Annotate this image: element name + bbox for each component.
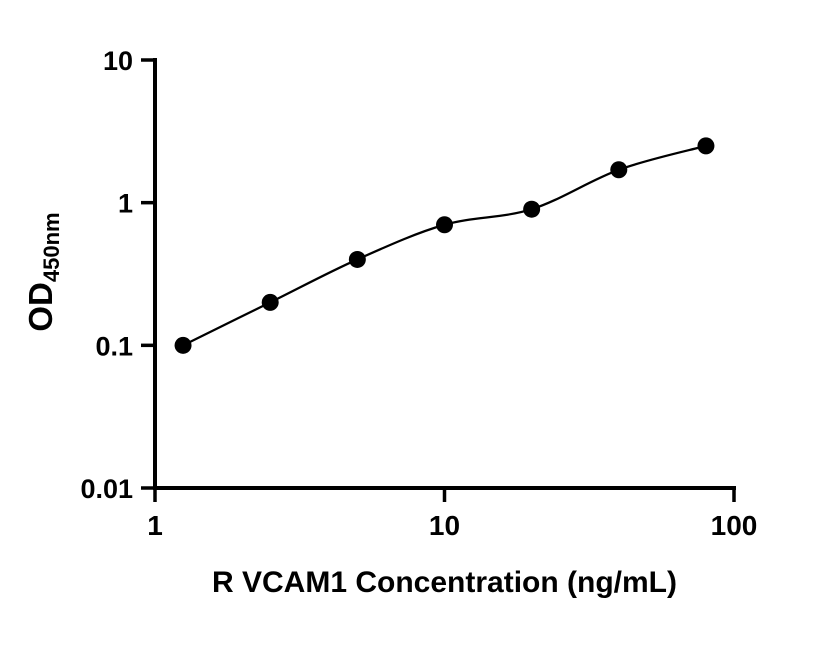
x-tick-label: 1	[147, 510, 163, 541]
data-point	[436, 216, 453, 234]
y-tick-label: 0.1	[95, 331, 133, 361]
y-tick-label: 0.01	[80, 474, 133, 504]
y-axis-title: OD450nm	[22, 212, 64, 331]
data-point	[523, 200, 541, 218]
axes	[153, 58, 736, 490]
data-point	[610, 161, 628, 179]
data-point	[261, 293, 279, 311]
data-point	[174, 336, 192, 354]
x-tick-label: 10	[429, 510, 460, 541]
data-point	[348, 250, 366, 268]
x-tick-label: 100	[711, 510, 758, 541]
y-tick-label: 10	[103, 46, 133, 76]
x-axis-title: R VCAM1 Concentration (ng/mL)	[212, 566, 677, 599]
y-tick-label: 1	[118, 189, 133, 219]
fit-curve	[182, 144, 707, 347]
data-point	[697, 137, 715, 155]
